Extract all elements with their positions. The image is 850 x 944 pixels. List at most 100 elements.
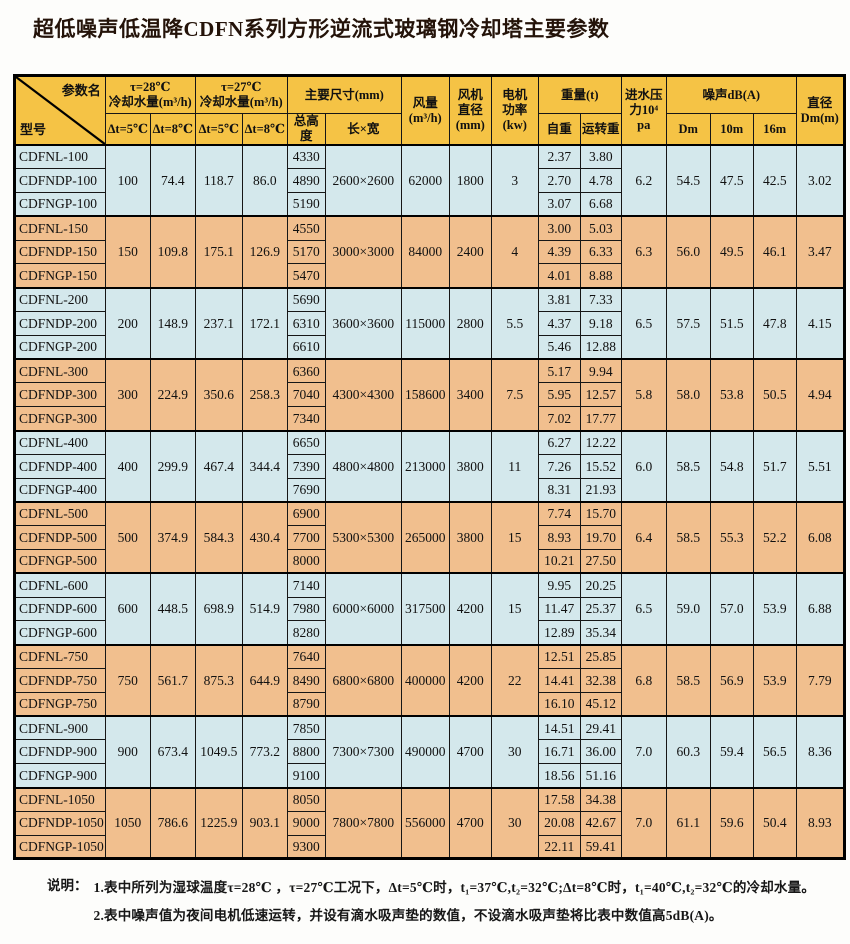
motor-power-cell: 11	[490, 429, 539, 503]
self-weight-cell: 17.58	[537, 786, 581, 812]
header-t28-dt5: Δt=5℃	[104, 113, 151, 146]
length-width-cell: 7300×7300	[324, 715, 402, 789]
noise-dm-cell: 58.5	[665, 643, 711, 717]
t27-dt8-cell: 903.1	[241, 786, 288, 860]
airflow-cell: 213000	[400, 429, 450, 503]
t27-dt5-cell: 1049.5	[194, 715, 243, 789]
noise-16m-cell: 42.5	[752, 143, 797, 217]
header-noise: 噪声dB(A)	[665, 75, 797, 114]
model-cell: CDFNGP-300	[14, 406, 106, 432]
length-width-cell: 7800×7800	[324, 786, 402, 860]
table-row: CDFNDP-500 7700 8.93 19.70	[14, 525, 845, 551]
run-weight-cell: 59.41	[579, 834, 622, 860]
run-weight-cell: 3.80	[579, 144, 622, 170]
corner-cell: 参数名 型号	[14, 75, 106, 146]
t28-dt5-cell: 100	[104, 143, 151, 217]
total-height-cell: 6650	[286, 429, 326, 455]
t28-dt8-cell: 374.9	[149, 500, 196, 574]
t28-dt5-cell: 1050	[104, 786, 151, 860]
t27-dt5-cell: 584.3	[194, 500, 243, 574]
model-cell: CDFNDP-400	[14, 453, 106, 479]
motor-power-cell: 22	[490, 643, 539, 717]
model-cell: CDFNGP-1050	[14, 834, 106, 860]
self-weight-cell: 9.95	[537, 572, 581, 598]
t28-dt8-cell: 109.8	[149, 215, 196, 289]
model-cell: CDFNDP-900	[14, 739, 106, 765]
header-t27-flow: τ=27℃ 冷却水量(m³/h)	[194, 75, 288, 114]
table-row: CDFNL-200 200 148.9 237.1 172.1 5690 3600×3600…	[14, 286, 845, 360]
t27-dt5-cell: 175.1	[194, 215, 243, 289]
table-row: CDFNGP-1050 9300 22.11 59.41	[14, 834, 845, 860]
t28-dt8-cell: 299.9	[149, 429, 196, 503]
table-header: 参数名 型号 τ=28℃ 冷却水量(m³/h) τ=27℃ 冷却水量(m³/h)…	[14, 75, 845, 146]
inlet-pressure-cell: 6.3	[620, 215, 667, 289]
table-row: CDFNGP-750 8790 16.10 45.12	[14, 691, 845, 717]
t28-dt8-cell: 448.5	[149, 572, 196, 646]
diameter-cell: 8.93	[795, 786, 845, 860]
footnotes-label: 说明：	[47, 878, 88, 893]
self-weight-cell: 14.41	[537, 668, 581, 693]
noise-dm-cell: 58.0	[665, 358, 711, 432]
total-height-cell: 8490	[286, 668, 326, 693]
fan-diameter-cell: 3800	[448, 500, 492, 574]
self-weight-cell: 11.47	[537, 596, 581, 622]
motor-power-cell: 5.5	[490, 286, 539, 360]
run-weight-cell: 12.22	[579, 429, 622, 455]
model-cell: CDFNL-200	[14, 286, 106, 313]
t28-dt5-cell: 400	[104, 429, 151, 503]
page-title: 超低噪声低温降CDFN系列方形逆流式玻璃钢冷却塔主要参数	[33, 17, 610, 41]
table-row: CDFNGP-500 8000 10.21 27.50	[14, 549, 845, 574]
noise-10m-cell: 57.0	[709, 572, 754, 646]
header-t28-flow: τ=28℃ 冷却水量(m³/h)	[104, 75, 196, 114]
airflow-cell: 490000	[400, 715, 450, 789]
total-height-cell: 9100	[286, 763, 326, 789]
table-row: CDFNDP-400 7390 7.26 15.52	[14, 453, 845, 479]
diameter-cell: 3.02	[795, 143, 845, 217]
table-row: CDFNL-500 500 374.9 584.3 430.4 6900 5300×5300…	[14, 500, 845, 574]
table-row: CDFNL-300 300 224.9 350.6 258.3 6360 4300×4300…	[14, 358, 845, 432]
diameter-cell: 8.36	[795, 715, 845, 789]
t27-dt8-cell: 126.9	[241, 215, 288, 289]
header-noise-10m: 10m	[709, 113, 754, 146]
t27-dt8-cell: 172.1	[241, 286, 288, 360]
run-weight-cell: 25.37	[579, 596, 622, 622]
noise-dm-cell: 56.0	[665, 215, 711, 289]
motor-power-cell: 7.5	[490, 358, 539, 432]
run-weight-cell: 27.50	[579, 549, 622, 574]
fan-diameter-cell: 1800	[448, 143, 492, 217]
noise-16m-cell: 50.4	[752, 786, 797, 860]
header-weight: 重量(t)	[537, 75, 622, 114]
model-cell: CDFNGP-500	[14, 549, 106, 574]
diameter-cell: 6.88	[795, 572, 845, 646]
self-weight-cell: 3.00	[537, 215, 581, 241]
table-row: CDFNL-600 600 448.5 698.9 514.9 7140 6000×6000…	[14, 572, 845, 646]
table-row: CDFNDP-1050 9000 20.08 42.67	[14, 810, 845, 836]
total-height-cell: 7690	[286, 477, 326, 503]
model-cell: CDFNL-600	[14, 572, 106, 598]
airflow-cell: 265000	[400, 500, 450, 574]
self-weight-cell: 20.08	[537, 810, 581, 836]
noise-10m-cell: 55.3	[709, 500, 754, 574]
inlet-pressure-cell: 6.4	[620, 500, 667, 574]
run-weight-cell: 25.85	[579, 643, 622, 670]
t28-dt8-cell: 673.4	[149, 715, 196, 789]
noise-dm-cell: 54.5	[665, 143, 711, 217]
run-weight-cell: 36.00	[579, 739, 622, 765]
self-weight-cell: 22.11	[537, 834, 581, 860]
table-body: CDFNL-100 100 74.4 118.7 86.0 4330 2600×2600 62…	[14, 143, 845, 860]
self-weight-cell: 18.56	[537, 763, 581, 789]
run-weight-cell: 15.70	[579, 500, 622, 527]
t28-dt8-cell: 786.6	[149, 786, 196, 860]
model-cell: CDFNL-100	[14, 144, 106, 170]
model-cell: CDFNDP-600	[14, 596, 106, 622]
header-length-width: 长×宽	[324, 113, 402, 146]
noise-10m-cell: 49.5	[709, 215, 754, 289]
airflow-cell: 84000	[400, 215, 450, 289]
self-weight-cell: 8.93	[537, 525, 581, 551]
total-height-cell: 4890	[286, 168, 326, 194]
model-cell: CDFNGP-750	[14, 691, 106, 717]
inlet-pressure-cell: 6.0	[620, 429, 667, 503]
diameter-cell: 4.15	[795, 286, 845, 360]
model-cell: CDFNDP-500	[14, 525, 106, 551]
total-height-cell: 6310	[286, 311, 326, 336]
